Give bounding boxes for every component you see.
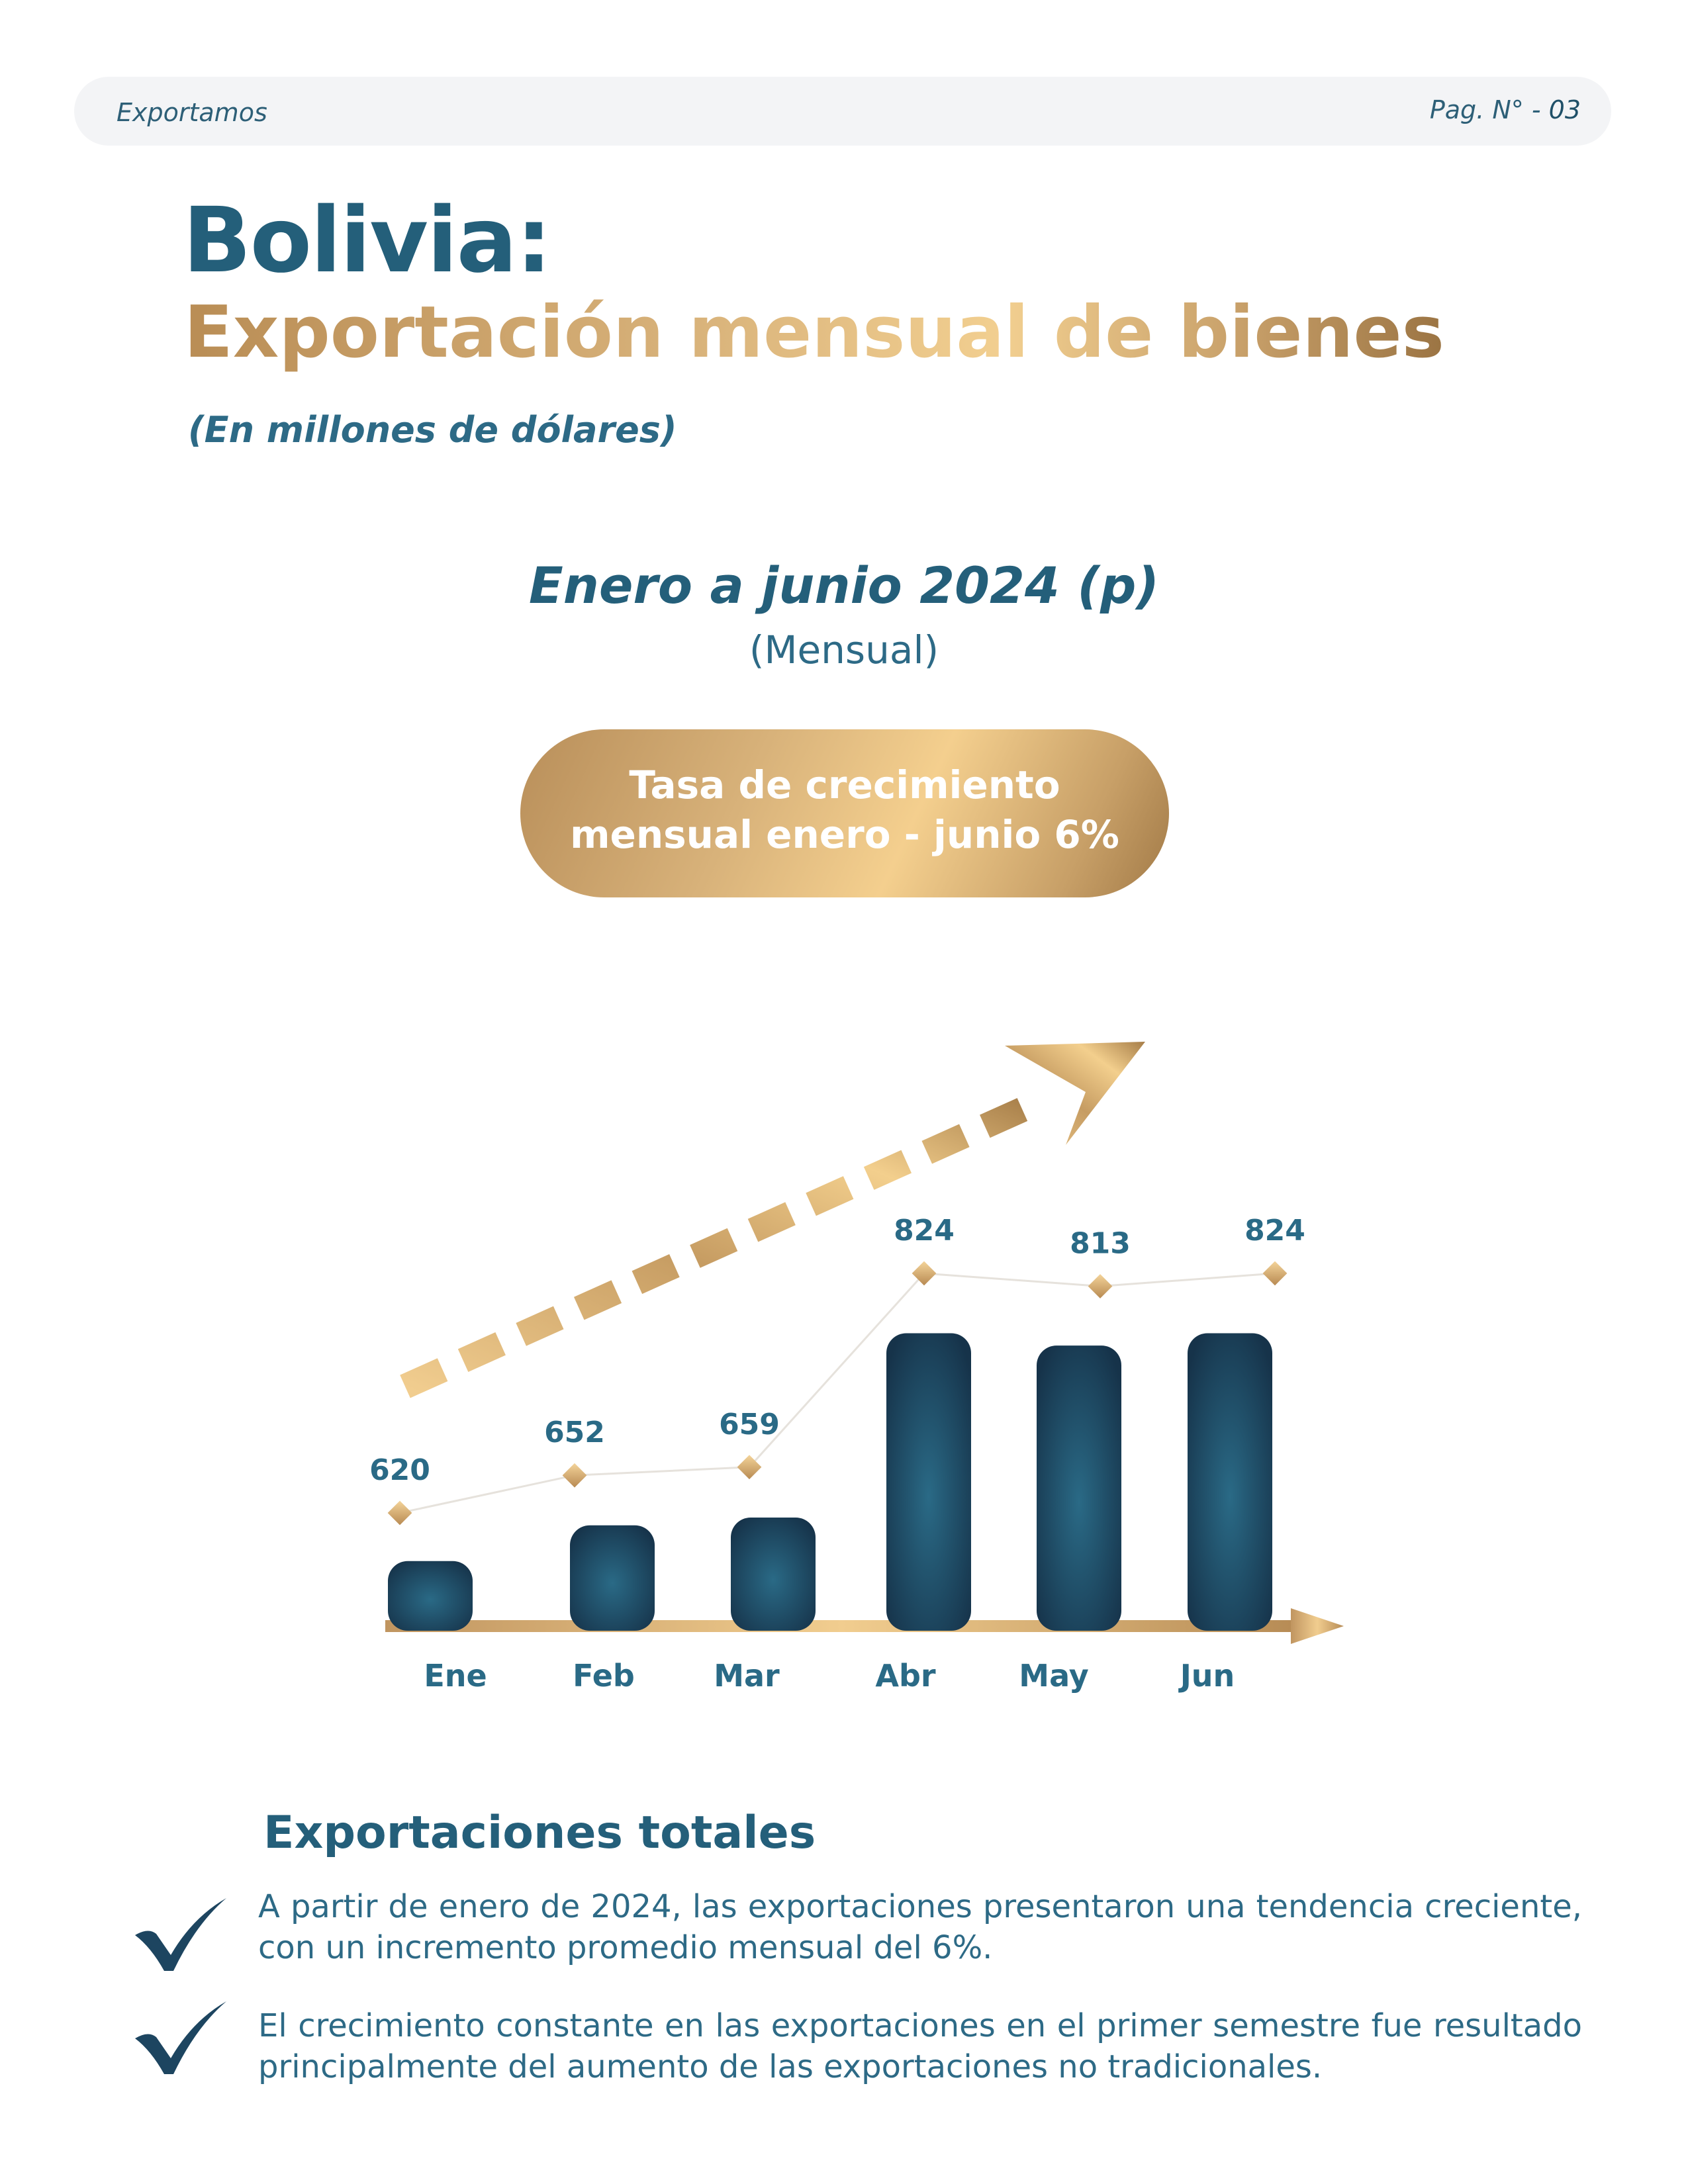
bar-mar <box>731 1517 816 1631</box>
x-tick-labels: Ene Feb Mar Abr May Jun <box>424 1658 1235 1694</box>
bar-abr <box>886 1333 971 1631</box>
data-label: 824 <box>1244 1214 1305 1248</box>
x-tick-label: Feb <box>573 1658 635 1694</box>
value-marker <box>562 1463 587 1488</box>
export-bar-chart: 620 652 659 824 813 824 Ene Feb Mar Abr May Jun <box>369 1042 1344 1694</box>
data-label: 652 <box>544 1416 605 1449</box>
growth-badge: Tasa de crecimiento mensual enero - juni… <box>520 729 1169 897</box>
summary-bullet-1: A partir de enero de 2024, las exportaci… <box>258 1888 1582 1966</box>
page-subtitle: Exportación mensual de bienes <box>184 291 1444 374</box>
value-trend-line <box>399 1272 1276 1514</box>
growth-badge-line1: Tasa de crecimiento <box>629 762 1060 807</box>
page-title: Bolivia: <box>183 189 552 293</box>
section-label: Exportamos <box>117 98 267 127</box>
top-bar: Exportamos Pag. N° - 03 <box>74 77 1611 146</box>
bars <box>388 1333 1272 1631</box>
value-markers <box>387 1261 1288 1525</box>
x-tick-label: Abr <box>875 1658 936 1694</box>
x-tick-label: Ene <box>424 1658 487 1694</box>
x-tick-label: Mar <box>714 1658 780 1694</box>
units-note: (En millones de dólares) <box>188 409 677 451</box>
value-marker <box>1088 1274 1113 1298</box>
bar-ene <box>388 1561 473 1631</box>
summary-bullet-2: El crecimiento constante en las exportac… <box>258 2007 1582 2085</box>
x-tick-label: May <box>1019 1658 1088 1694</box>
page-number: 03 <box>1548 95 1581 124</box>
value-marker <box>1262 1261 1288 1286</box>
summary-title: Exportaciones totales <box>263 1807 816 1859</box>
data-labels: 620 652 659 824 813 824 <box>369 1214 1305 1487</box>
page-indicator: Pag. N° - 03 <box>1430 95 1581 124</box>
check-icon <box>135 2001 226 2074</box>
chart-period: Enero a junio 2024 (p) <box>528 556 1160 615</box>
value-marker <box>912 1261 937 1286</box>
page-label: Pag. N° - <box>1429 95 1541 124</box>
bar-may <box>1037 1345 1121 1631</box>
data-label: 659 <box>719 1408 780 1441</box>
bar-jun <box>1188 1333 1272 1631</box>
data-label: 620 <box>369 1453 430 1487</box>
data-label: 813 <box>1070 1227 1131 1261</box>
check-icon <box>135 1898 226 1971</box>
bar-feb <box>570 1525 655 1631</box>
x-tick-label: Jun <box>1178 1658 1235 1694</box>
growth-badge-line2: mensual enero - junio 6% <box>570 812 1119 857</box>
trend-arrow-decoration <box>400 1042 1145 1398</box>
data-label: 824 <box>894 1214 955 1248</box>
chart-frequency: (Mensual) <box>749 627 939 672</box>
value-marker <box>387 1500 412 1525</box>
